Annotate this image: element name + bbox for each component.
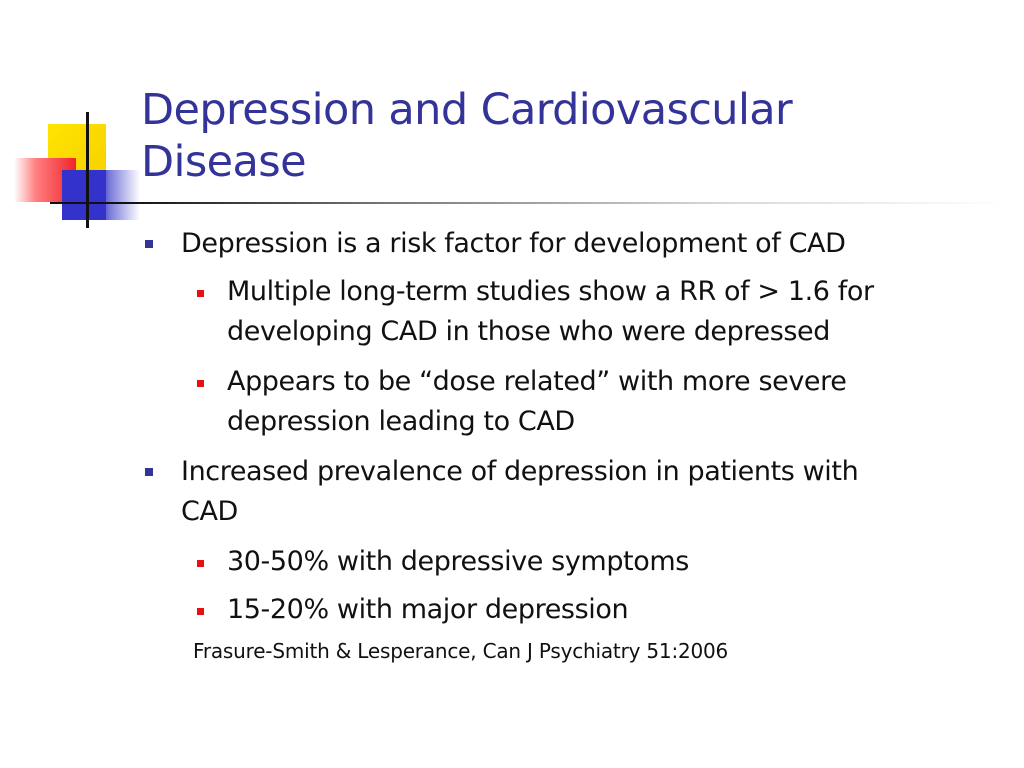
slide-title: Depression and Cardiovascular Disease (141, 84, 1001, 188)
square-bullet-icon (197, 290, 204, 297)
bullet-text-line: Increased prevalence of depression in pa… (181, 456, 859, 487)
logo-blue-square (62, 170, 108, 220)
square-bullet-icon (197, 608, 204, 615)
square-bullet-icon (145, 240, 153, 248)
sub-bullet-text-line: Appears to be “dose related” with more s… (227, 366, 847, 397)
title-underline (50, 202, 1010, 204)
sub-bullet-text-line: depression leading to CAD (227, 406, 575, 437)
square-bullet-icon (197, 380, 204, 387)
sub-bullet-text-line: developing CAD in those who were depress… (227, 316, 830, 347)
slide-title-line: Disease (141, 137, 307, 187)
bullet-text: Depression is a risk factor for developm… (181, 228, 846, 259)
logo-blue-fade (106, 170, 140, 220)
sub-bullet-text-line: 30-50% with depressive symptoms (227, 546, 689, 577)
slide-logo (0, 0, 1010, 240)
square-bullet-icon (145, 468, 153, 476)
square-bullet-icon (197, 560, 204, 567)
bullet-text-line: CAD (181, 496, 238, 527)
sub-bullet-text-line: 15-20% with major depression (227, 594, 629, 625)
citation: Frasure-Smith & Lesperance, Can J Psychi… (193, 639, 729, 663)
sub-bullet-text-line: Multiple long-term studies show a RR of … (227, 276, 874, 307)
slide-title-line: Depression and Cardiovascular (141, 85, 793, 135)
logo-vertical-line (86, 112, 89, 228)
